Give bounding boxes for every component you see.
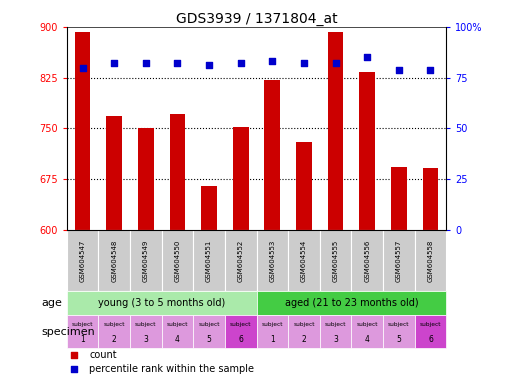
Bar xyxy=(328,31,344,230)
Bar xyxy=(98,315,130,348)
Bar xyxy=(193,230,225,291)
Bar xyxy=(351,315,383,348)
Text: subject: subject xyxy=(262,322,283,327)
Text: count: count xyxy=(89,350,117,360)
Text: 3: 3 xyxy=(333,335,338,344)
Text: 5: 5 xyxy=(397,335,401,344)
Text: aged (21 to 23 months old): aged (21 to 23 months old) xyxy=(285,298,418,308)
Point xyxy=(78,65,87,71)
Text: GSM604554: GSM604554 xyxy=(301,239,307,281)
Bar xyxy=(162,315,193,348)
Bar xyxy=(74,31,90,230)
Point xyxy=(268,58,277,65)
Point xyxy=(110,60,118,66)
Text: 5: 5 xyxy=(207,335,211,344)
Text: age: age xyxy=(42,298,62,308)
Text: 1: 1 xyxy=(270,335,274,344)
Bar xyxy=(264,80,280,230)
Text: specimen: specimen xyxy=(42,327,95,337)
Bar xyxy=(67,230,98,291)
Text: GSM604547: GSM604547 xyxy=(80,239,86,282)
Text: percentile rank within the sample: percentile rank within the sample xyxy=(89,364,254,374)
Bar xyxy=(201,186,217,230)
Bar xyxy=(106,116,122,230)
Text: subject: subject xyxy=(420,322,441,327)
Bar xyxy=(233,127,249,230)
Text: GSM604553: GSM604553 xyxy=(269,239,275,282)
Bar xyxy=(256,291,446,315)
Title: GDS3939 / 1371804_at: GDS3939 / 1371804_at xyxy=(175,12,338,26)
Bar xyxy=(415,315,446,348)
Bar xyxy=(383,315,415,348)
Text: GSM604557: GSM604557 xyxy=(396,239,402,282)
Text: subject: subject xyxy=(325,322,346,327)
Bar xyxy=(256,315,288,348)
Bar xyxy=(225,315,256,348)
Text: 1: 1 xyxy=(80,335,85,344)
Bar xyxy=(225,230,256,291)
Bar xyxy=(383,230,415,291)
Text: subject: subject xyxy=(199,322,220,327)
Bar xyxy=(288,315,320,348)
Text: subject: subject xyxy=(104,322,125,327)
Text: GSM604552: GSM604552 xyxy=(238,239,244,281)
Point xyxy=(205,63,213,69)
Bar xyxy=(130,315,162,348)
Bar xyxy=(67,291,256,315)
Bar xyxy=(130,230,162,291)
Text: subject: subject xyxy=(293,322,314,327)
Text: GSM604558: GSM604558 xyxy=(427,239,433,282)
Text: 2: 2 xyxy=(112,335,116,344)
Point xyxy=(236,60,245,66)
Bar xyxy=(391,167,407,230)
Text: subject: subject xyxy=(230,322,251,327)
Text: young (3 to 5 months old): young (3 to 5 months old) xyxy=(98,298,225,308)
Text: subject: subject xyxy=(167,322,188,327)
Point xyxy=(70,366,78,372)
Bar xyxy=(351,230,383,291)
Text: GSM604549: GSM604549 xyxy=(143,239,149,282)
Bar xyxy=(296,142,312,230)
Text: 2: 2 xyxy=(302,335,306,344)
Point xyxy=(394,66,403,73)
Bar xyxy=(423,168,439,230)
Text: 3: 3 xyxy=(143,335,148,344)
Bar xyxy=(415,230,446,291)
Bar xyxy=(359,72,375,230)
Text: subject: subject xyxy=(357,322,378,327)
Bar xyxy=(320,315,351,348)
Bar xyxy=(193,315,225,348)
Text: GSM604555: GSM604555 xyxy=(332,239,339,281)
Bar xyxy=(67,315,98,348)
Text: 4: 4 xyxy=(175,335,180,344)
Text: 4: 4 xyxy=(365,335,370,344)
Bar xyxy=(138,128,154,230)
Bar xyxy=(98,230,130,291)
Bar xyxy=(256,230,288,291)
Text: GSM604551: GSM604551 xyxy=(206,239,212,282)
Point xyxy=(363,54,371,60)
Text: GSM604550: GSM604550 xyxy=(174,239,181,282)
Text: GSM604548: GSM604548 xyxy=(111,239,117,282)
Text: subject: subject xyxy=(72,322,93,327)
Point xyxy=(142,60,150,66)
Bar xyxy=(162,230,193,291)
Text: GSM604556: GSM604556 xyxy=(364,239,370,282)
Bar xyxy=(169,114,185,230)
Text: 6: 6 xyxy=(238,335,243,344)
Point xyxy=(426,66,435,73)
Point xyxy=(300,60,308,66)
Point xyxy=(173,60,182,66)
Text: 6: 6 xyxy=(428,335,433,344)
Point xyxy=(70,352,78,358)
Point xyxy=(331,60,340,66)
Bar xyxy=(320,230,351,291)
Bar xyxy=(288,230,320,291)
Text: subject: subject xyxy=(135,322,156,327)
Text: subject: subject xyxy=(388,322,409,327)
